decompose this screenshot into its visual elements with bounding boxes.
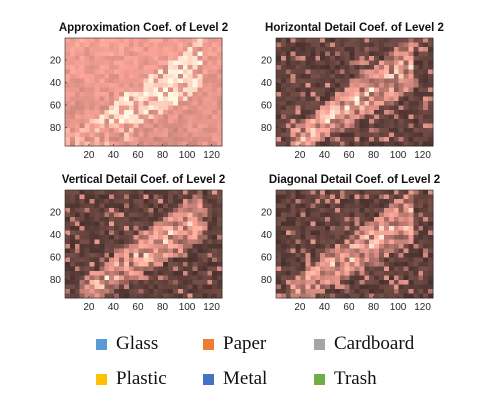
x-tick-label: 80 — [368, 302, 380, 313]
x-tick-label: 20 — [294, 302, 306, 313]
y-tick-label: 60 — [50, 100, 62, 111]
legend-item-metal: Metal — [203, 368, 267, 390]
x-tick-label: 60 — [132, 150, 144, 161]
chart-title: Vertical Detail Coef. of Level 2 — [62, 174, 226, 186]
legend-swatch-glass — [96, 338, 107, 350]
x-tick-label: 40 — [319, 150, 331, 161]
y-tick-label: 80 — [50, 123, 62, 134]
x-tick-label: 40 — [108, 150, 120, 161]
x-tick-label: 120 — [203, 302, 220, 313]
legend-item-cardboard: Cardboard — [314, 333, 414, 355]
x-tick-label: 100 — [179, 302, 196, 313]
x-tick-label: 120 — [414, 302, 431, 313]
x-tick-label: 100 — [179, 150, 196, 161]
axes-frame-diagonal-detail — [275, 189, 434, 299]
chart-approximation: Approximation Coef. of Level 2 20 40 60 80 10… — [50, 22, 228, 161]
legend-item-plastic: Plastic — [96, 368, 167, 390]
legend-label-cardboard: Cardboard — [334, 333, 415, 354]
x-tick-label: 100 — [390, 150, 407, 161]
legend-swatch-metal — [203, 373, 214, 385]
x-tick-label: 40 — [108, 302, 120, 313]
legend-label-paper: Paper — [223, 333, 267, 354]
y-tick-label: 20 — [261, 207, 273, 218]
chart-title: Horizontal Detail Coef. of Level 2 — [265, 22, 444, 34]
x-tick-label: 20 — [83, 150, 95, 161]
x-tick-label: 80 — [157, 150, 169, 161]
y-tick-label: 60 — [261, 252, 273, 263]
x-tick-label: 120 — [203, 150, 220, 161]
x-tick-label: 80 — [368, 150, 380, 161]
y-tick-label: 40 — [50, 230, 62, 241]
chart-horizontal-detail: Horizontal Detail Coef. of Level 2 20 40 60… — [261, 22, 444, 161]
x-tick-label: 80 — [157, 302, 169, 313]
legend-item-paper: Paper — [203, 333, 266, 355]
legend: Glass Paper Cardboard Plastic Metal Tras… — [0, 330, 500, 400]
x-tick-label: 60 — [343, 150, 355, 161]
legend-item-glass: Glass — [96, 333, 158, 355]
chart-diagonal-detail: Diagonal Detail Coef. of Level 2 20 40 60 80… — [261, 174, 440, 313]
legend-label-glass: Glass — [116, 333, 159, 354]
y-tick-label: 40 — [261, 230, 273, 241]
axes-frame-vertical-detail — [64, 189, 223, 299]
x-tick-label: 120 — [414, 150, 431, 161]
y-tick-label: 20 — [50, 207, 62, 218]
legend-label-plastic: Plastic — [116, 368, 167, 389]
chart-vertical-detail: Vertical Detail Coef. of Level 2 20 40 60 80… — [50, 174, 225, 313]
legend-item-trash: Trash — [314, 368, 377, 390]
legend-swatch-paper — [203, 338, 214, 350]
legend-swatch-trash — [314, 373, 325, 385]
y-tick-label: 40 — [50, 78, 62, 89]
x-tick-label: 40 — [319, 302, 331, 313]
y-tick-label: 60 — [50, 252, 62, 263]
heatmap-approximation — [65, 38, 223, 147]
x-tick-label: 20 — [83, 302, 95, 313]
y-tick-label: 60 — [261, 100, 273, 111]
heatmap-diagonal-detail — [276, 190, 434, 299]
legend-swatch-cardboard — [314, 338, 325, 350]
heatmap-vertical-detail — [65, 190, 223, 299]
legend-label-trash: Trash — [334, 368, 377, 389]
y-tick-label: 80 — [261, 123, 273, 134]
legend-swatch-plastic — [96, 373, 107, 385]
axes-frame-approximation — [64, 37, 223, 147]
y-tick-label: 20 — [261, 55, 273, 66]
x-tick-label: 60 — [132, 302, 144, 313]
x-tick-label: 100 — [390, 302, 407, 313]
x-tick-label: 60 — [343, 302, 355, 313]
y-tick-label: 20 — [50, 55, 62, 66]
chart-title: Approximation Coef. of Level 2 — [59, 22, 228, 34]
legend-label-metal: Metal — [223, 368, 268, 389]
axes-frame-horizontal-detail — [275, 37, 434, 147]
chart-title: Diagonal Detail Coef. of Level 2 — [269, 174, 440, 186]
figure: Approximation Coef. of Level 2 20 40 60 80 10… — [50, 22, 444, 313]
y-tick-label: 40 — [261, 78, 273, 89]
x-tick-label: 20 — [294, 150, 306, 161]
y-tick-label: 80 — [261, 275, 273, 286]
heatmap-horizontal-detail — [276, 38, 434, 147]
y-tick-label: 80 — [50, 275, 62, 286]
